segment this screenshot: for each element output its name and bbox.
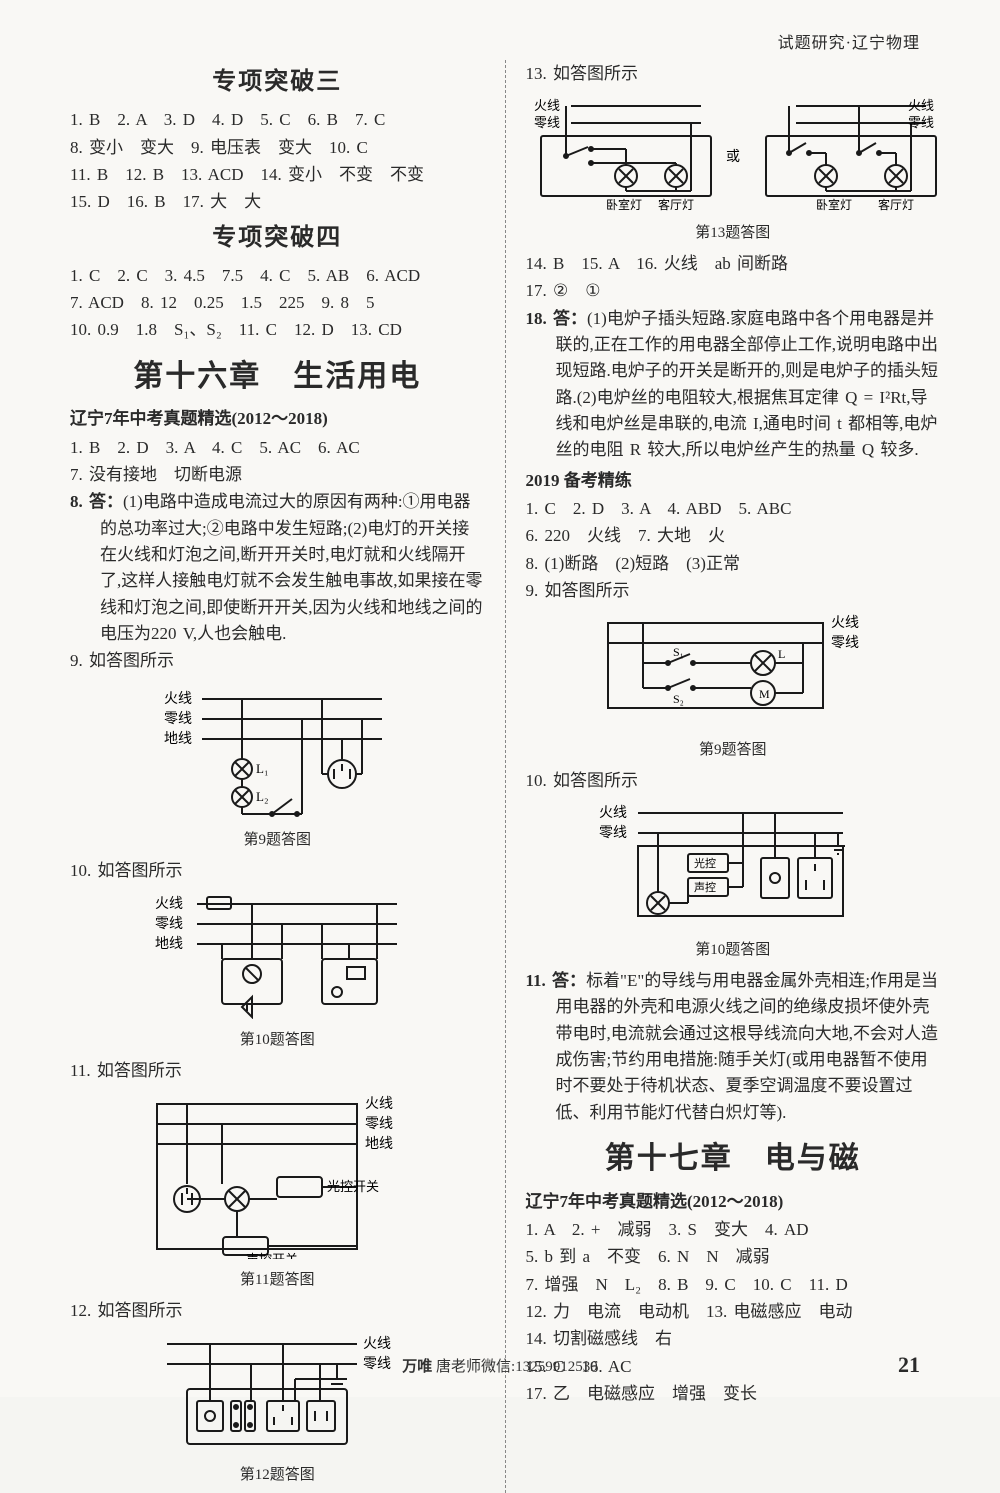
prep-line: 8. (1)断路 (2)短路 (3)正常	[526, 551, 941, 577]
svg-text:零线: 零线	[534, 115, 560, 130]
chapter17-subtitle: 辽宁7年中考真题精选(2012～2018)	[526, 1189, 941, 1215]
fig12-caption: 第12题答图	[70, 1464, 485, 1487]
left-column: 专项突破三 1. B 2. A 3. D 4. D 5. C 6. B 7. C…	[70, 60, 485, 1493]
q11b-text: 标着"E"的导线与用电器金属外壳相连;作用是当用电器的外壳和电源火线之间的绝缘皮…	[556, 971, 939, 1122]
q8-text: (1)电路中造成电流过大的原因有两种:①用电器的总功率过大;②电路中发生短路;(…	[100, 492, 483, 643]
svg-text:火线: 火线	[534, 98, 560, 113]
svg-text:光控: 光控	[694, 856, 716, 870]
ch16-line: 7. 没有接地 切断电源	[70, 462, 485, 488]
sec4-line: 1. C 2. C 3. 4.5 7.5 4. C 5. AB 6. ACD	[70, 263, 485, 289]
fig13: 火线 零线 火线 零线 卧室灯 客厅灯 卧室灯 客厅灯 或 第13题答图	[526, 91, 941, 245]
svg-text:地线: 地线	[164, 731, 192, 747]
footer: 万唯 唐老师微信:13259912539	[0, 1356, 1000, 1379]
chapter16-subtitle: 辽宁7年中考真题精选(2012～2018)	[70, 406, 485, 432]
sec3-line: 1. B 2. A 3. D 4. D 5. C 6. B 7. C	[70, 107, 485, 133]
q8-answer: 8. 答：(1)电路中造成电流过大的原因有两种:①用电器的总功率过大;②电路中发…	[70, 489, 485, 647]
ch16-line: 1. B 2. D 3. A 4. C 5. AC 6. AC	[70, 435, 485, 461]
svg-text:地线: 地线	[155, 936, 183, 952]
q12-label: 12. 如答图所示	[70, 1298, 485, 1324]
section3-title: 专项突破三	[70, 64, 485, 101]
q18-label: 18. 答：	[526, 309, 588, 328]
svg-text:零线: 零线	[164, 711, 192, 727]
line-after13: 17. ② ①	[526, 278, 941, 304]
svg-text:或: 或	[726, 149, 740, 165]
svg-text:零线: 零线	[831, 635, 859, 651]
svg-text:光控开关: 光控开关	[327, 1179, 379, 1194]
q18-text: (1)电炉子插头短路.家庭电路中各个用电器是并联的,正在工作的用电器全部停止工作…	[556, 309, 939, 460]
q8-label: 8. 答：	[70, 492, 123, 511]
svg-text:零线: 零线	[908, 115, 934, 130]
fig10b-caption: 第10题答图	[526, 939, 941, 962]
fig10-caption: 第10题答图	[70, 1029, 485, 1052]
sec3-line: 8. 变小 变大 9. 电压表 变大 10. C	[70, 135, 485, 161]
q9-label: 9. 如答图所示	[70, 648, 485, 674]
fig9: 火线 零线 地线 L₁ L₂ S 第9题答图	[70, 679, 485, 853]
fig11-caption: 第11题答图	[70, 1269, 485, 1292]
line-after13: 14. B 15. A 16. 火线 ab 间断路	[526, 251, 941, 277]
q11b-answer: 11. 答：标着"E"的导线与用电器金属外壳相连;作用是当用电器的外壳和电源火线…	[526, 968, 941, 1126]
q13-label: 13. 如答图所示	[526, 61, 941, 87]
prep2019-title: 2019 备考精练	[526, 468, 941, 494]
q10b-label: 10. 如答图所示	[526, 768, 941, 794]
svg-text:火线: 火线	[363, 1336, 391, 1352]
page-number: 21	[898, 1348, 920, 1382]
svg-text:地线: 地线	[365, 1136, 393, 1152]
svg-text:零线: 零线	[365, 1116, 393, 1132]
svg-text:火线: 火线	[599, 805, 627, 821]
footer-wechat: 唐老师微信:13259912539	[436, 1359, 598, 1375]
fig10b: 火线 零线 光控 声控 第10题答图	[526, 798, 941, 962]
svg-text:S₂: S₂	[673, 692, 684, 706]
ch17-line: 5. b 到 a 不变 6. N N 减弱	[526, 1244, 941, 1270]
footer-brand: 万唯	[402, 1359, 432, 1375]
svg-text:S₁: S₁	[673, 645, 684, 659]
q18-answer: 18. 答：(1)电炉子插头短路.家庭电路中各个用电器是并联的,正在工作的用电器…	[526, 306, 941, 464]
prep-line: 6. 220 火线 7. 大地 火	[526, 523, 941, 549]
sec4-line: 10. 0.9 1.8 S₁、S₂ 11. C 12. D 13. CD	[70, 317, 485, 343]
svg-text:M: M	[759, 687, 770, 701]
ch17-line: 7. 增强 N L₂ 8. B 9. C 10. C 11. D	[526, 1272, 941, 1298]
sec4-line: 7. ACD 8. 12 0.25 1.5 225 9. 8 5	[70, 290, 485, 316]
svg-text:火线: 火线	[365, 1096, 393, 1112]
prep-line: 1. C 2. D 3. A 4. ABD 5. ABC	[526, 496, 941, 522]
svg-text:零线: 零线	[155, 916, 183, 932]
ch17-line: 14. 切割磁感线 右	[526, 1326, 941, 1352]
svg-text:S: S	[280, 817, 287, 819]
svg-text:L₂: L₂	[256, 789, 268, 804]
svg-text:火线: 火线	[164, 691, 192, 707]
svg-text:L₁: L₁	[256, 761, 268, 776]
section4-title: 专项突破四	[70, 220, 485, 257]
svg-text:声控开关: 声控开关	[246, 1252, 298, 1259]
svg-text:客厅灯: 客厅灯	[658, 197, 694, 211]
fig9b-caption: 第9题答图	[526, 739, 941, 762]
ch17-line: 1. A 2. + 减弱 3. S 变大 4. AD	[526, 1217, 941, 1243]
q9b-label: 9. 如答图所示	[526, 578, 941, 604]
chapter17-title: 第十七章 电与磁	[526, 1136, 941, 1183]
svg-text:火线: 火线	[908, 98, 934, 113]
sec3-line: 11. B 12. B 13. ACD 14. 变小 不变 不变	[70, 162, 485, 188]
svg-text:卧室灯: 卧室灯	[816, 197, 852, 211]
right-column: 13. 如答图所示	[526, 60, 941, 1493]
fig11: 火线 零线 地线 光控开关 声控开关 第11题答图	[70, 1089, 485, 1293]
fig12: 火线 零线 第12题答图	[70, 1329, 485, 1488]
svg-text:零线: 零线	[599, 825, 627, 841]
fig9b: 火线 零线 S₁ S₂ L M 第9题答图	[526, 608, 941, 762]
q10-label: 10. 如答图所示	[70, 858, 485, 884]
sec3-line: 15. D 16. B 17. 大 大	[70, 189, 485, 215]
ch17-line: 12. 力 电流 电动机 13. 电磁感应 电动	[526, 1299, 941, 1325]
q11-label: 11. 如答图所示	[70, 1058, 485, 1084]
svg-text:客厅灯: 客厅灯	[878, 197, 914, 211]
svg-text:L: L	[778, 647, 785, 661]
ch17-line: 17. 乙 电磁感应 增强 变长	[526, 1381, 941, 1407]
column-divider	[505, 60, 506, 1493]
chapter16-title: 第十六章 生活用电	[70, 354, 485, 401]
fig10: 火线 零线 地线 第10题答图	[70, 889, 485, 1053]
svg-text:火线: 火线	[155, 896, 183, 912]
breadcrumb: 试题研究·辽宁物理	[778, 32, 920, 57]
svg-text:卧室灯: 卧室灯	[606, 197, 642, 211]
q11b-label: 11. 答：	[526, 971, 587, 990]
fig13-caption: 第13题答图	[526, 222, 941, 245]
svg-text:声控: 声控	[694, 880, 716, 894]
fig9-caption: 第9题答图	[70, 829, 485, 852]
svg-text:火线: 火线	[831, 615, 859, 631]
